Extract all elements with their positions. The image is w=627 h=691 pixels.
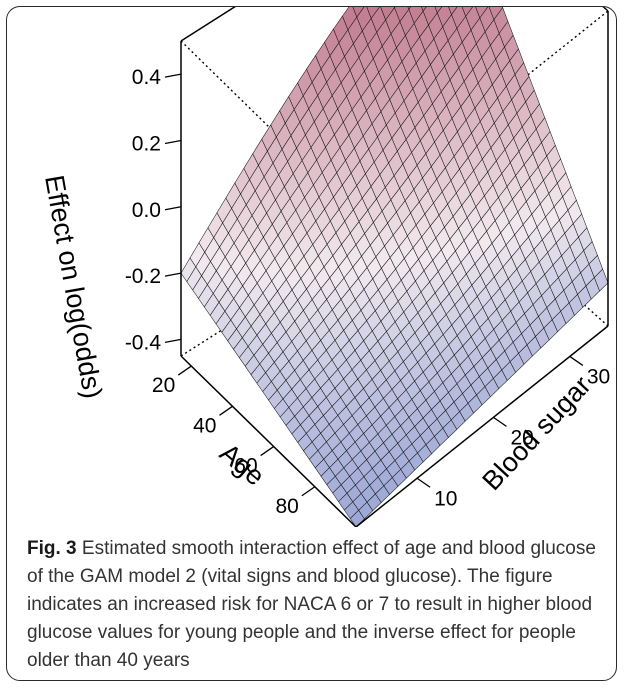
caption-text: Estimated smooth interaction effect of a…: [27, 538, 596, 671]
x-tick: [301, 486, 316, 497]
z-tick-label: 0.2: [132, 132, 161, 155]
z-tick: [164, 73, 182, 78]
x-tick-label: 20: [152, 374, 175, 397]
surface-mesh: [180, 7, 609, 527]
y-tick: [569, 355, 584, 366]
x-tick-label: 40: [193, 414, 216, 437]
plot-box-front: [180, 7, 609, 527]
x-tick: [177, 365, 192, 376]
box-edge: [180, 7, 236, 42]
figure-label: Fig. 3: [27, 538, 77, 559]
y-tick: [493, 416, 507, 427]
box-edge: [180, 355, 357, 527]
z-axis-label: Effect on log(odds): [39, 173, 108, 401]
z-axis: 0.4 0.2 0.0 -0.2 -0.4: [125, 66, 182, 354]
box-edge: [180, 40, 357, 213]
x-tick: [260, 445, 275, 457]
z-tick-label: -0.4: [125, 331, 162, 354]
figure-caption: Fig. 3 Estimated smooth interaction effe…: [27, 535, 612, 675]
y-tick-label: 10: [434, 487, 457, 510]
x-axis-label: Age: [214, 438, 270, 492]
x-tick-label: 60: [234, 455, 257, 478]
x-tick: [219, 405, 233, 416]
z-tick-label: 0.4: [132, 66, 162, 89]
z-tick: [164, 206, 182, 211]
y-tick: [416, 477, 431, 488]
x-axis: 20406080100: [152, 365, 356, 527]
x-tick-label: 80: [275, 495, 298, 518]
z-tick: [164, 272, 182, 277]
y-tick-label: 20: [510, 426, 533, 449]
y-axis: 10 20 30: [416, 355, 610, 510]
y-tick-label: 30: [587, 365, 610, 388]
z-tick-label: -0.2: [125, 265, 161, 288]
box-edge: [355, 325, 609, 527]
z-tick-label: 0.0: [132, 199, 161, 222]
surface-cell: [421, 7, 427, 12]
z-tick: [164, 338, 182, 344]
z-tick: [164, 139, 182, 145]
